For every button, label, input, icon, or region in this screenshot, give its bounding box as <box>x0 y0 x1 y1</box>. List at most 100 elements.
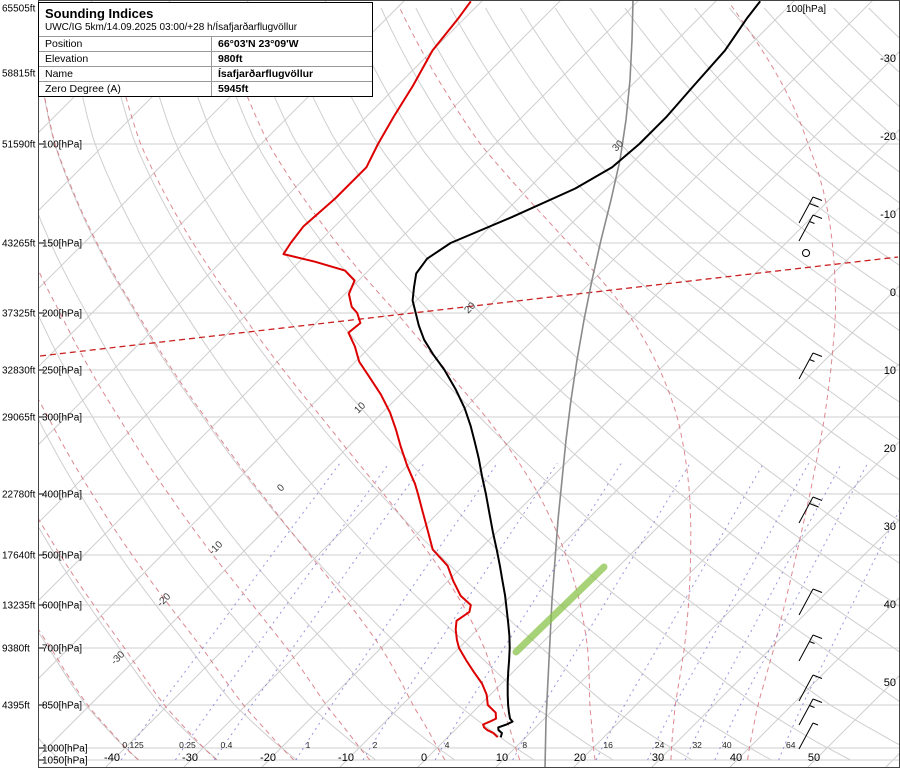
svg-text:0: 0 <box>421 752 427 764</box>
table-row: Elevation 980ft <box>39 51 372 66</box>
svg-text:50: 50 <box>884 677 896 689</box>
svg-text:-30: -30 <box>880 53 896 65</box>
temperature-curve <box>411 0 761 738</box>
svg-text:700[hPa]: 700[hPa] <box>42 644 82 655</box>
svg-text:-40: -40 <box>104 752 120 764</box>
svg-text:-10: -10 <box>207 539 225 557</box>
svg-text:65505ft: 65505ft <box>2 4 36 15</box>
svg-text:0.25: 0.25 <box>179 740 196 750</box>
svg-text:64: 64 <box>786 740 796 750</box>
svg-text:13235ft: 13235ft <box>2 601 36 612</box>
tropopause-line <box>39 256 899 357</box>
mixing-ratio-lines <box>120 462 900 761</box>
svg-text:200[hPa]: 200[hPa] <box>42 309 82 320</box>
svg-text:30: 30 <box>652 752 664 764</box>
svg-text:37325ft: 37325ft <box>2 309 36 320</box>
svg-text:1050[hPa]: 1050[hPa] <box>42 756 88 767</box>
svg-text:50: 50 <box>808 752 820 764</box>
svg-text:20: 20 <box>574 752 586 764</box>
sounding-indices-panel: Sounding Indices UWC/IG 5km/14.09.2025 0… <box>38 2 373 97</box>
svg-text:-30: -30 <box>182 752 198 764</box>
svg-text:8: 8 <box>522 740 527 750</box>
svg-text:1000[hPa]: 1000[hPa] <box>42 744 88 755</box>
svg-text:10: 10 <box>884 365 896 377</box>
wind-barb <box>798 722 819 750</box>
svg-text:250[hPa]: 250[hPa] <box>42 366 82 377</box>
svg-text:30: 30 <box>610 138 626 154</box>
svg-text:22780ft: 22780ft <box>2 490 36 501</box>
reference-curve <box>544 0 634 768</box>
svg-text:0: 0 <box>275 482 287 494</box>
wind-barbs <box>798 196 823 750</box>
svg-text:1: 1 <box>306 740 311 750</box>
moist-adiabats <box>38 5 836 761</box>
svg-text:40: 40 <box>884 599 896 611</box>
svg-text:16: 16 <box>603 740 613 750</box>
svg-text:300[hPa]: 300[hPa] <box>42 413 82 424</box>
indices-table: Position 66°03'N 23°09'W Elevation 980ft… <box>39 36 372 96</box>
wind-barb <box>798 196 823 224</box>
wind-barb <box>798 588 823 616</box>
row-label: Position <box>39 37 212 51</box>
svg-text:32830ft: 32830ft <box>2 366 36 377</box>
svg-text:150[hPa]: 150[hPa] <box>42 239 82 250</box>
row-value: 5945ft <box>218 83 249 95</box>
svg-text:10: 10 <box>496 752 508 764</box>
svg-text:-30: -30 <box>109 649 127 667</box>
svg-text:0.125: 0.125 <box>122 740 144 750</box>
svg-text:-20: -20 <box>260 752 276 764</box>
svg-text:20: 20 <box>462 300 478 316</box>
svg-text:-20: -20 <box>880 131 896 143</box>
svg-text:29065ft: 29065ft <box>2 413 36 424</box>
svg-text:24: 24 <box>655 740 665 750</box>
plot-border <box>38 0 900 768</box>
dry-adiabats <box>38 7 900 761</box>
svg-text:100[hPa]: 100[hPa] <box>42 140 82 151</box>
svg-text:40: 40 <box>722 740 732 750</box>
dewpoint-curve <box>282 0 499 738</box>
table-row: Zero Degree (A) 5945ft <box>39 81 372 96</box>
svg-text:30: 30 <box>884 521 896 533</box>
svg-text:4395ft: 4395ft <box>2 701 30 712</box>
svg-text:43265ft: 43265ft <box>2 239 36 250</box>
svg-text:-20: -20 <box>155 591 173 609</box>
svg-text:4: 4 <box>445 740 450 750</box>
svg-text:51590ft: 51590ft <box>2 140 36 151</box>
axis-labels: 51590ft 100[hPa]43265ft 150[hPa]37325ft 200… <box>2 4 896 767</box>
row-label: Elevation <box>39 52 212 66</box>
svg-text:17640ft: 17640ft <box>2 551 36 562</box>
wind-barb <box>798 496 823 524</box>
svg-text:0: 0 <box>890 287 896 299</box>
svg-text:100[hPa]: 100[hPa] <box>786 4 826 15</box>
svg-text:32: 32 <box>692 740 702 750</box>
panel-title: Sounding Indices <box>45 6 154 21</box>
svg-text:0.4: 0.4 <box>220 740 232 750</box>
row-value: 980ft <box>218 53 243 65</box>
table-row: Position 66°03'N 23°09'W <box>39 36 372 51</box>
svg-text:20: 20 <box>884 443 896 455</box>
panel-subtitle: UWC/IG 5km/14.09.2025 03:00/+28 h/Ísafja… <box>45 22 298 33</box>
svg-text:2: 2 <box>373 740 378 750</box>
row-value: 66°03'N 23°09'W <box>218 38 299 50</box>
svg-text:500[hPa]: 500[hPa] <box>42 551 82 562</box>
wind-barb <box>802 249 810 257</box>
wind-barb <box>798 698 823 726</box>
row-value: Ísafjarðarflugvöllur <box>218 68 314 80</box>
svg-text:850[hPa]: 850[hPa] <box>42 701 82 712</box>
isobar-grid <box>38 143 900 761</box>
green-layer-marker <box>512 563 608 656</box>
table-row: Name Ísafjarðarflugvöllur <box>39 66 372 81</box>
row-label: Name <box>39 67 212 81</box>
svg-text:9380ft: 9380ft <box>2 644 30 655</box>
svg-text:-10: -10 <box>338 752 354 764</box>
wind-barb <box>798 634 823 662</box>
wind-barb <box>798 674 823 702</box>
wind-barb <box>798 214 823 242</box>
svg-text:40: 40 <box>730 752 742 764</box>
row-label: Zero Degree (A) <box>39 82 212 96</box>
wind-barb <box>798 352 823 380</box>
svg-text:600[hPa]: 600[hPa] <box>42 601 82 612</box>
